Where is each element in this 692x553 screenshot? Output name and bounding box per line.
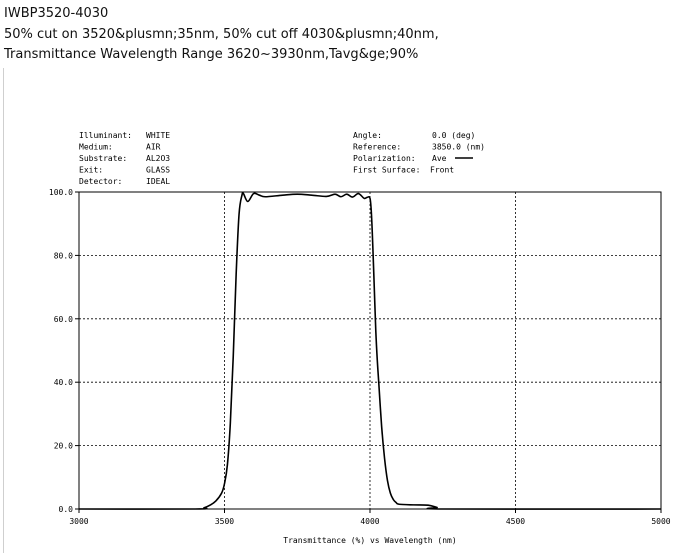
- info-substrate-value: AL2O3: [146, 154, 170, 163]
- info-medium-label: Medium:: [79, 143, 113, 152]
- x-tick-label: 3500: [215, 517, 234, 526]
- cut-spec-line: 50% cut on 3520&plusmn;35nm, 50% cut off…: [4, 26, 439, 42]
- x-tick-label: 5000: [651, 517, 670, 526]
- info-polarization-label: Polarization:: [353, 154, 416, 163]
- info-exit-value: GLASS: [146, 166, 170, 175]
- info-illuminant-label: Illuminant:: [79, 131, 132, 140]
- x-tick-label: 4500: [506, 517, 525, 526]
- info-reference-value: 3850.0 (nm): [432, 143, 485, 152]
- y-tick-label: 80.0: [54, 251, 73, 260]
- left-border-line: [3, 68, 4, 553]
- info-reference-label: Reference:: [353, 143, 401, 152]
- transmittance-curve: [78, 191, 662, 510]
- info-first-surface-value: Front: [430, 166, 454, 175]
- x-tick-label: 4000: [360, 517, 379, 526]
- y-tick-label: 40.0: [54, 378, 73, 387]
- x-axis-label: Transmittance (%) vs Wavelength (nm): [283, 536, 456, 545]
- info-angle-value: 0.0 (deg): [432, 131, 475, 140]
- info-illuminant-value: WHITE: [146, 131, 170, 140]
- info-angle-label: Angle:: [353, 131, 382, 140]
- chart-info-block: Illuminant: WHITE Medium: AIR Substrate:…: [79, 131, 485, 186]
- x-tick-label: 3000: [69, 517, 88, 526]
- y-tick-label: 100.0: [49, 188, 73, 197]
- info-medium-value: AIR: [146, 143, 161, 152]
- info-first-surface-label: First Surface:: [353, 166, 420, 175]
- y-tick-labels: 0.0 20.0 40.0 60.0 80.0 100.0: [49, 188, 79, 514]
- y-tick-label: 60.0: [54, 315, 73, 324]
- page-header: IWBP3520-4030 50% cut on 3520&plusmn;35n…: [4, 4, 439, 66]
- x-tick-labels: 3000 3500 4000 4500 5000: [69, 509, 671, 526]
- info-polarization-value: Ave: [432, 154, 447, 163]
- info-substrate-label: Substrate:: [79, 154, 127, 163]
- y-tick-label: 20.0: [54, 442, 73, 451]
- info-detector-label: Detector:: [79, 177, 122, 186]
- filter-title: IWBP3520-4030: [4, 6, 109, 21]
- info-detector-value: IDEAL: [146, 177, 170, 186]
- chart-grid: [79, 192, 661, 509]
- y-tick-label: 0.0: [59, 505, 74, 514]
- info-exit-label: Exit:: [79, 166, 103, 175]
- range-spec-line: Transmittance Wavelength Range 3620~3930…: [4, 47, 419, 62]
